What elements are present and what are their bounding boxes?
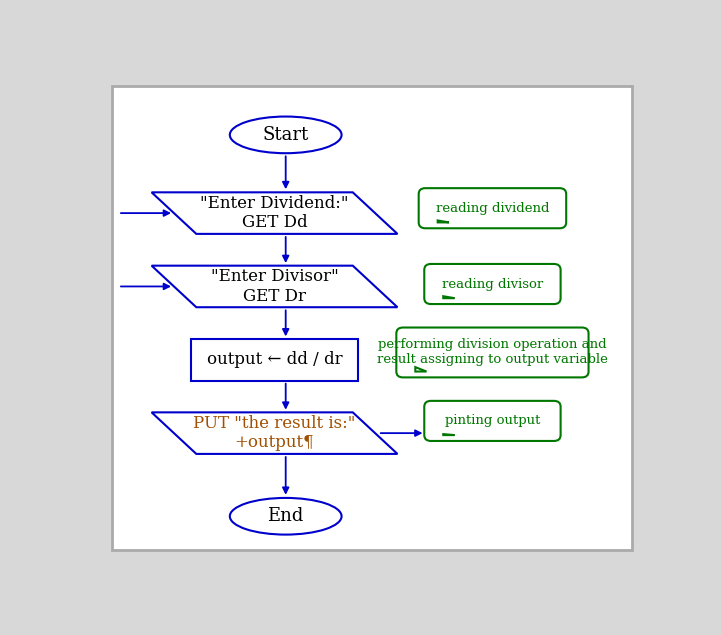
Text: performing division operation and
result assigning to output variable: performing division operation and result… — [377, 338, 608, 366]
Text: output ← dd / dr: output ← dd / dr — [207, 351, 342, 368]
Text: Start: Start — [262, 126, 309, 144]
Polygon shape — [151, 412, 397, 454]
Polygon shape — [443, 297, 454, 298]
Polygon shape — [415, 367, 427, 371]
Text: PUT "the result is:"
+output¶: PUT "the result is:" +output¶ — [193, 415, 355, 451]
Text: End: End — [267, 507, 304, 525]
Ellipse shape — [230, 498, 342, 535]
Polygon shape — [443, 434, 454, 435]
Polygon shape — [438, 220, 449, 222]
FancyBboxPatch shape — [424, 264, 561, 304]
Text: reading divisor: reading divisor — [442, 277, 543, 290]
Polygon shape — [151, 265, 397, 307]
FancyBboxPatch shape — [424, 401, 561, 441]
Text: pinting output: pinting output — [445, 415, 540, 427]
Text: "Enter Dividend:"
GET Dd: "Enter Dividend:" GET Dd — [200, 195, 349, 231]
Polygon shape — [151, 192, 397, 234]
FancyBboxPatch shape — [190, 339, 358, 380]
Text: "Enter Divisor"
GET Dr: "Enter Divisor" GET Dr — [211, 268, 338, 305]
FancyBboxPatch shape — [112, 86, 632, 551]
Ellipse shape — [230, 117, 342, 153]
FancyBboxPatch shape — [397, 328, 588, 377]
FancyBboxPatch shape — [419, 188, 566, 228]
Text: reading dividend: reading dividend — [435, 202, 549, 215]
